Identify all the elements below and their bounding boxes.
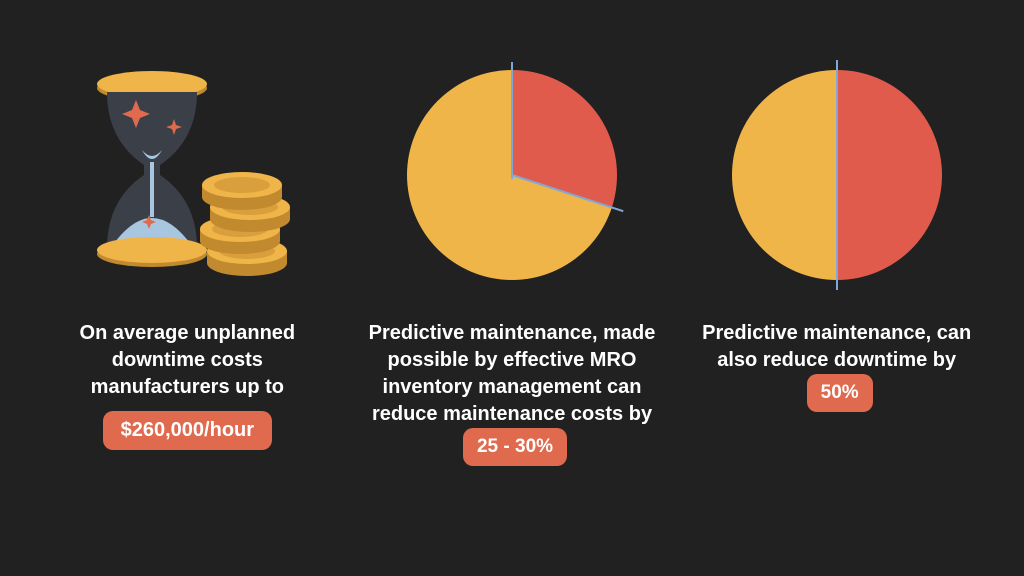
panel2-badge: 25 - 30% — [463, 428, 567, 466]
panel2-caption-text: Predictive maintenance, made possible by… — [369, 322, 656, 425]
hourglass-coins-graphic — [72, 60, 302, 290]
panel-downtime-cost: On average unplanned downtime costs manu… — [40, 60, 335, 450]
panel1-badge: $260,000/hour — [103, 411, 272, 450]
hourglass-coins-icon — [72, 65, 302, 285]
pie-divider-line — [836, 60, 838, 290]
pie3 — [732, 70, 942, 280]
pie-divider-line — [511, 62, 513, 179]
panel3-badge: 50% — [807, 374, 873, 412]
pie2 — [407, 70, 617, 280]
panel1-caption: On average unplanned downtime costs manu… — [40, 320, 335, 401]
panel3-caption-text: Predictive maintenance, can also reduce … — [702, 322, 971, 371]
panel3-caption: Predictive maintenance, can also reduce … — [689, 320, 984, 412]
panel2-caption: Predictive maintenance, made possible by… — [365, 320, 660, 466]
pie-divider-line — [512, 174, 624, 212]
infographic-row: On average unplanned downtime costs manu… — [0, 0, 1024, 576]
pie-chart-25-30 — [407, 60, 617, 290]
pie-chart-50 — [732, 60, 942, 290]
panel-maintenance-cost: Predictive maintenance, made possible by… — [365, 60, 660, 466]
panel-downtime-reduction: Predictive maintenance, can also reduce … — [689, 60, 984, 412]
